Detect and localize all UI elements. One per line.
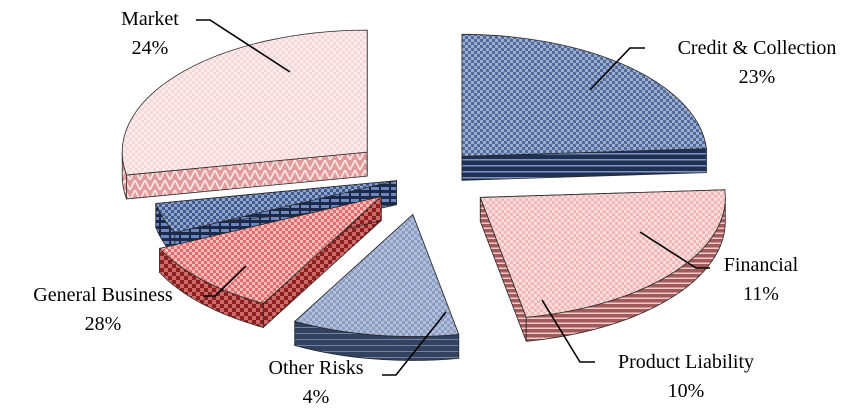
pie-slice-top-product: [158, 195, 383, 304]
pie-slice-top-financial: [293, 213, 460, 337]
slice-value-label-general: 28%: [85, 313, 122, 335]
pie-slice-credit: [479, 189, 726, 342]
slice-label-credit: Credit & Collection: [678, 37, 837, 59]
slice-label-product: Product Liability: [618, 351, 754, 373]
leader-line-market: [196, 19, 291, 73]
pie-slice-market: [461, 33, 707, 181]
leader-line-financial: [639, 231, 710, 269]
slice-label-general: General Business: [33, 284, 173, 306]
pie-slice-top-credit: [479, 189, 726, 318]
pie-slice-top-market: [461, 33, 707, 157]
pie-slice-top-other: [155, 180, 397, 234]
slice-value-label-financial: 11%: [743, 283, 779, 305]
leader-line-credit: [589, 47, 645, 91]
pie-slice-financial: [293, 213, 460, 361]
pie-slice-product: [158, 195, 383, 329]
slice-value-label-product: 10%: [668, 380, 705, 402]
leader-line-other: [382, 311, 447, 376]
slice-label-financial: Financial: [724, 254, 799, 276]
slice-label-other: Other Risks: [269, 357, 364, 379]
slice-label-market: Market: [121, 8, 179, 30]
leader-line-product: [541, 299, 595, 363]
leader-line-general: [203, 265, 247, 297]
slice-value-label-credit: 23%: [739, 66, 776, 88]
pie-slice-top-general: [121, 29, 368, 176]
slice-value-label-market: 24%: [132, 37, 169, 59]
slice-value-label-other: 4%: [303, 386, 330, 408]
pie-slice-general: [121, 29, 368, 200]
